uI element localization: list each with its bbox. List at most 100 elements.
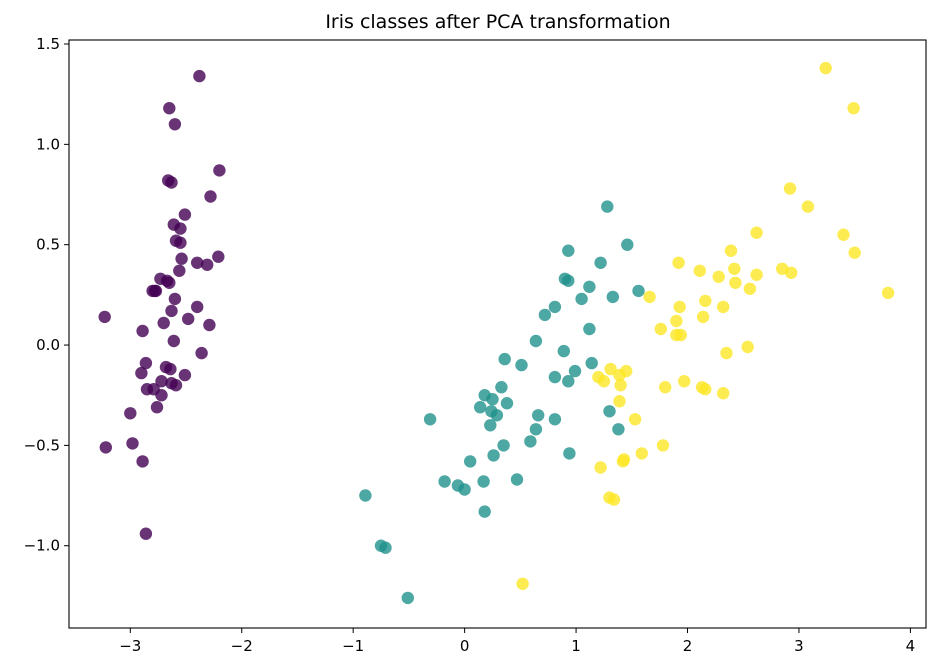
y-tick-label: 0.0 xyxy=(36,336,60,354)
data-point-series-2 xyxy=(583,280,596,293)
x-tick-label: 3 xyxy=(794,637,804,655)
x-tick-label: 4 xyxy=(906,637,916,655)
x-axis: −3 −2 −1 0 1 2 3 4 xyxy=(119,628,915,655)
data-point-series-3 xyxy=(614,379,627,392)
data-point-series-1 xyxy=(191,300,204,314)
data-point-series-2 xyxy=(532,409,545,422)
data-point-series-2 xyxy=(548,300,562,314)
data-point-series-3 xyxy=(678,375,691,388)
data-point-series-2 xyxy=(562,274,575,287)
data-point-series-3 xyxy=(613,395,626,408)
x-tick-label: −2 xyxy=(231,637,253,655)
y-tick-label: 1.5 xyxy=(36,35,60,53)
data-point-series-2 xyxy=(477,475,490,488)
data-point-series-3 xyxy=(881,286,895,300)
data-point-series-1 xyxy=(167,334,180,348)
data-point-series-2 xyxy=(563,447,576,460)
data-point-series-2 xyxy=(458,483,471,496)
data-point-series-3 xyxy=(604,362,617,376)
data-point-series-1 xyxy=(150,401,164,414)
data-point-series-1 xyxy=(136,324,149,338)
data-point-series-2 xyxy=(478,505,491,518)
data-point-series-2 xyxy=(632,284,645,298)
data-point-series-3 xyxy=(724,244,738,257)
y-tick-label: 1.0 xyxy=(36,135,60,153)
data-point-series-1 xyxy=(135,366,148,380)
data-point-series-3 xyxy=(628,413,642,426)
data-point-series-2 xyxy=(524,435,537,448)
y-axis: −1.0 −0.5 0.0 0.5 1.0 1.5 xyxy=(24,35,69,555)
data-point-series-2 xyxy=(401,591,414,605)
data-point-series-3 xyxy=(712,270,725,283)
data-point-series-1 xyxy=(201,258,214,271)
data-point-series-1 xyxy=(124,407,137,420)
data-point-series-2 xyxy=(515,358,528,372)
data-point-series-2 xyxy=(474,401,487,414)
data-point-series-1 xyxy=(213,164,226,177)
data-point-series-2 xyxy=(359,489,372,502)
data-point-series-2 xyxy=(486,393,499,406)
data-point-series-2 xyxy=(603,405,616,418)
x-tick-label: 0 xyxy=(460,637,470,655)
data-point-series-1 xyxy=(136,455,149,468)
data-point-series-3 xyxy=(670,314,683,328)
data-point-series-1 xyxy=(178,368,192,382)
y-tick-label: −0.5 xyxy=(24,436,60,454)
data-point-series-2 xyxy=(438,475,451,488)
data-point-series-1 xyxy=(173,264,186,277)
data-point-series-3 xyxy=(672,256,685,269)
data-point-series-2 xyxy=(562,244,575,257)
data-point-series-2 xyxy=(529,334,543,348)
data-point-series-2 xyxy=(575,292,588,306)
data-point-series-2 xyxy=(557,344,570,358)
data-point-series-3 xyxy=(801,200,815,213)
x-tick-label: −1 xyxy=(342,637,364,655)
data-point-series-2 xyxy=(487,449,500,462)
data-point-series-1 xyxy=(212,250,225,263)
x-tick-label: 2 xyxy=(683,637,693,655)
data-point-series-3 xyxy=(699,294,712,308)
data-point-series-1 xyxy=(195,346,208,360)
data-point-series-2 xyxy=(423,413,437,426)
data-point-series-3 xyxy=(607,493,621,506)
data-point-series-2 xyxy=(498,352,511,366)
data-point-series-2 xyxy=(379,541,392,554)
data-point-series-3 xyxy=(654,322,667,336)
data-point-series-3 xyxy=(693,264,706,277)
data-point-series-3 xyxy=(717,387,730,400)
data-point-series-3 xyxy=(728,262,741,275)
data-point-series-3 xyxy=(750,226,763,239)
data-point-series-3 xyxy=(613,368,626,382)
data-point-series-2 xyxy=(495,381,508,394)
data-point-series-2 xyxy=(606,290,619,304)
data-point-series-1 xyxy=(174,236,187,249)
data-point-series-2 xyxy=(594,256,607,269)
data-point-series-3 xyxy=(659,381,672,394)
data-point-series-1 xyxy=(155,389,168,402)
data-point-series-1 xyxy=(193,69,206,83)
data-point-series-2 xyxy=(497,439,510,452)
y-tick-label: 0.5 xyxy=(36,236,60,254)
data-point-series-3 xyxy=(643,290,656,304)
data-point-series-3 xyxy=(783,182,797,195)
data-point-series-3 xyxy=(597,375,611,388)
data-point-series-1 xyxy=(182,312,195,326)
data-point-series-2 xyxy=(621,238,634,251)
data-point-series-3 xyxy=(635,447,648,460)
data-point-series-2 xyxy=(510,473,524,486)
data-point-series-1 xyxy=(155,375,168,388)
data-point-series-3 xyxy=(720,346,733,360)
data-point-series-3 xyxy=(729,276,742,289)
data-point-series-2 xyxy=(529,423,543,436)
data-point-series-3 xyxy=(616,455,630,468)
data-point-series-3 xyxy=(741,340,754,354)
y-tick-label: −1.0 xyxy=(24,537,60,555)
data-point-series-3 xyxy=(673,300,686,314)
data-point-series-1 xyxy=(175,252,188,265)
data-point-series-1 xyxy=(126,437,139,450)
data-point-series-2 xyxy=(548,370,562,384)
data-point-series-1 xyxy=(169,379,183,392)
data-point-series-3 xyxy=(674,328,687,342)
